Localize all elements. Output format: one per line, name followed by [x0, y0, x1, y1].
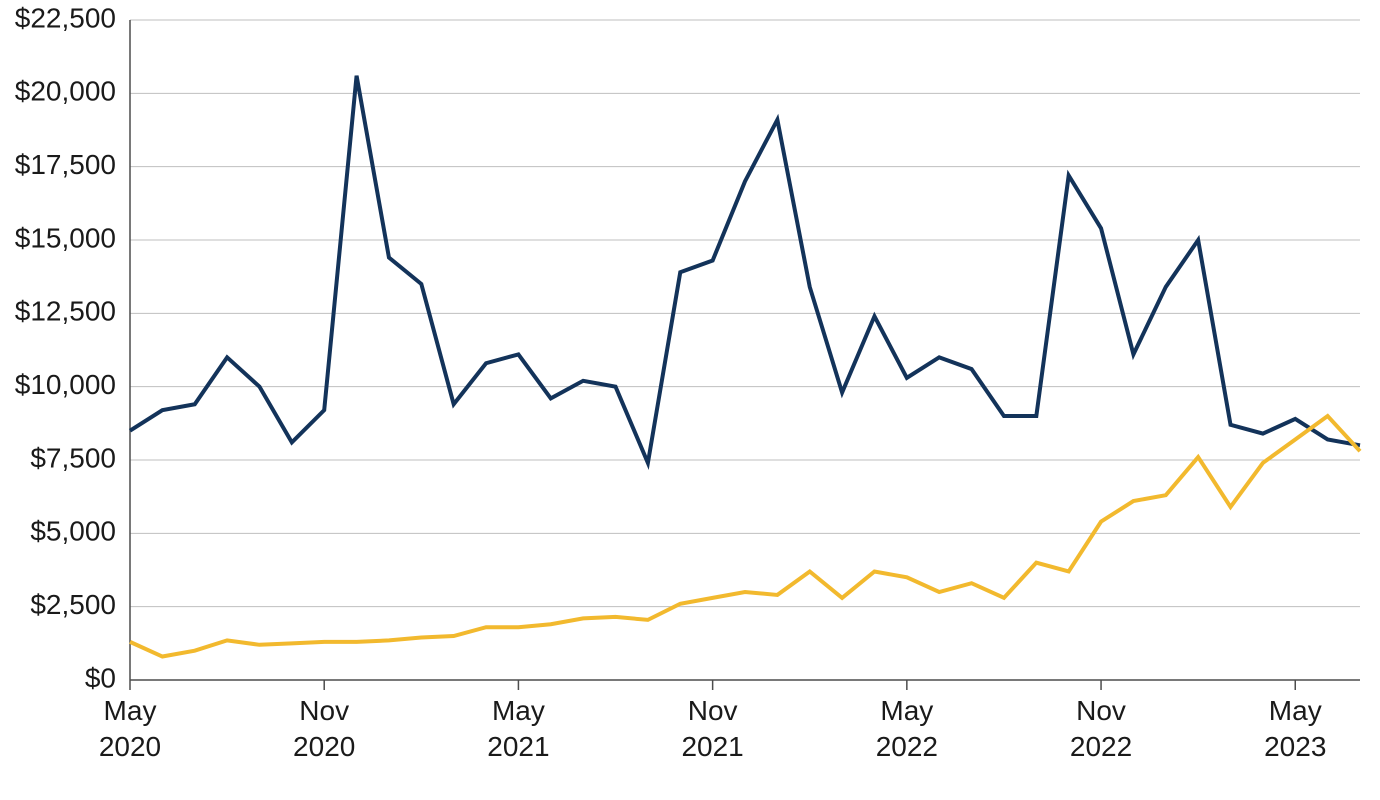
y-tick-label: $2,500	[30, 589, 116, 620]
x-tick-label-year: 2020	[293, 731, 355, 762]
x-tick-label-month: May	[1269, 695, 1322, 726]
y-tick-label: $12,500	[15, 296, 116, 327]
y-tick-label: $17,500	[15, 149, 116, 180]
x-tick-label-year: 2021	[487, 731, 549, 762]
y-tick-label: $0	[85, 662, 116, 693]
y-tick-label: $20,000	[15, 76, 116, 107]
x-tick-label-month: May	[104, 695, 157, 726]
x-tick-label-year: 2021	[681, 731, 743, 762]
x-tick-label-month: Nov	[1076, 695, 1126, 726]
y-tick-label: $15,000	[15, 222, 116, 253]
chart-svg: $0 $2,500 $5,000 $7,500 $10,000 $12,500 $15,00…	[0, 0, 1380, 800]
y-tick-label: $5,000	[30, 516, 116, 547]
x-tick-label-month: Nov	[688, 695, 738, 726]
x-tick-label-month: May	[880, 695, 933, 726]
y-tick-label: $10,000	[15, 369, 116, 400]
x-tick-label-month: May	[492, 695, 545, 726]
line-chart: $0 $2,500 $5,000 $7,500 $10,000 $12,500 $15,00…	[0, 0, 1380, 800]
x-tick-label-year: 2022	[876, 731, 938, 762]
x-tick-label-year: 2020	[99, 731, 161, 762]
x-tick-label-year: 2022	[1070, 731, 1132, 762]
y-tick-label: $7,500	[30, 442, 116, 473]
x-tick-label-month: Nov	[299, 695, 349, 726]
y-tick-label: $22,500	[15, 2, 116, 33]
x-tick-label-year: 2023	[1264, 731, 1326, 762]
